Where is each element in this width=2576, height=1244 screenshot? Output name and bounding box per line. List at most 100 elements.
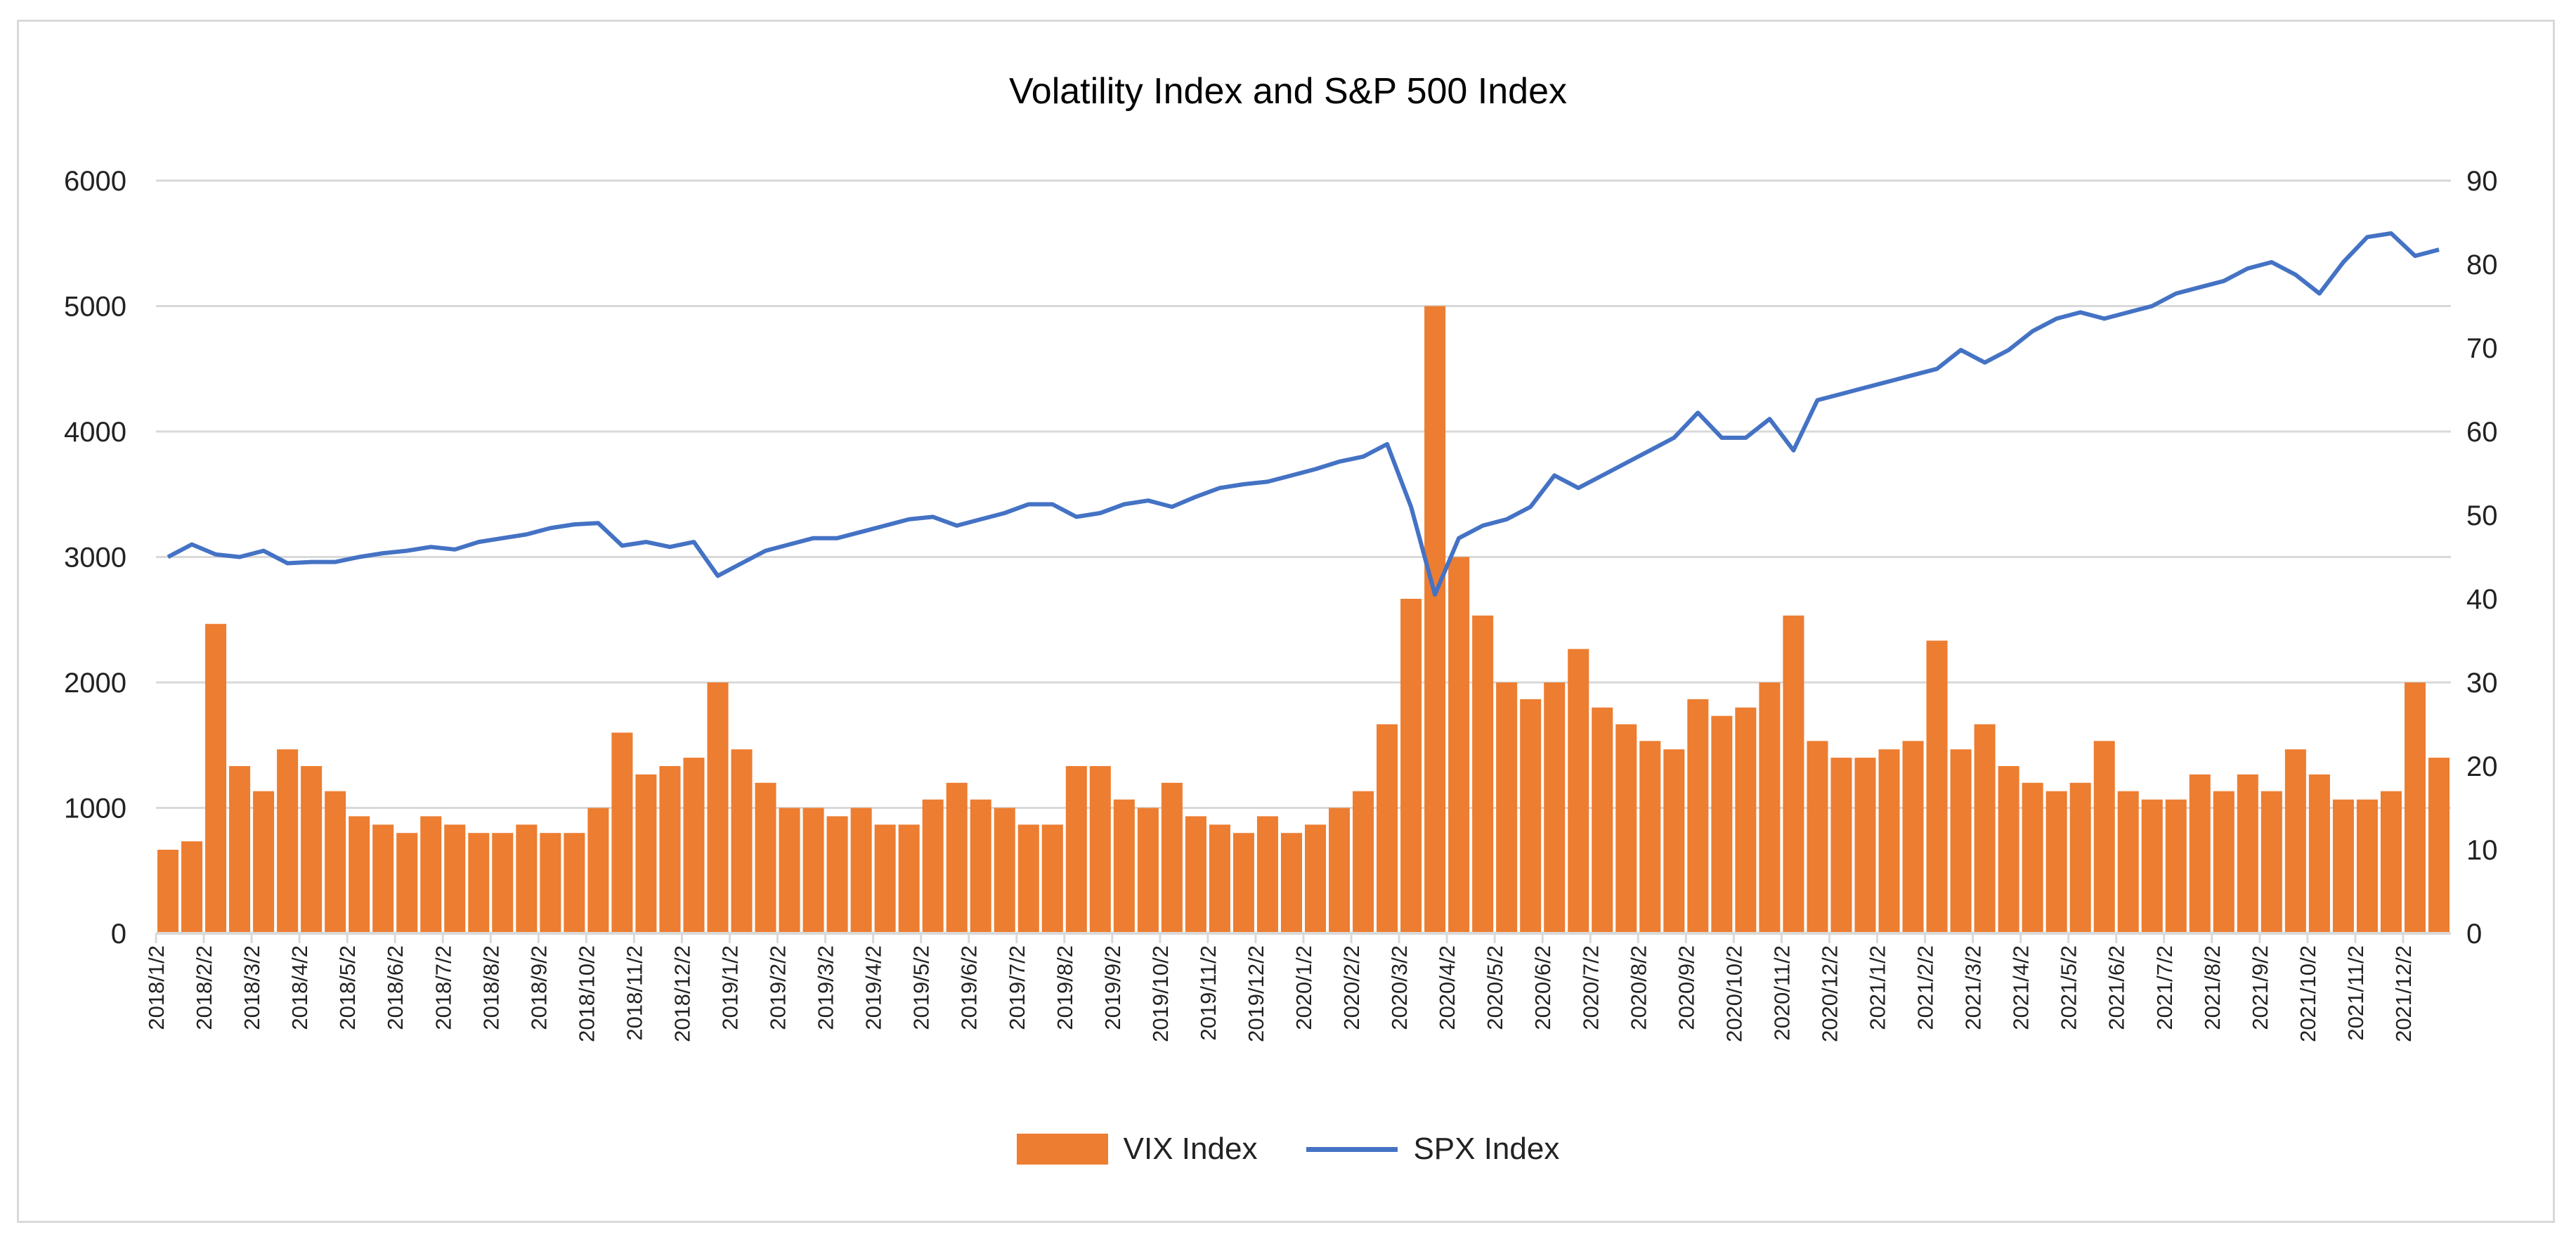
vix-bar [229,766,251,933]
right-axis-tick-label: 30 [2466,668,2498,699]
right-axis-tick-label: 0 [2466,919,2482,950]
x-axis-tick-label: 2021/7/2 [2152,945,2177,1030]
vix-bar [731,749,753,933]
left-axis-tick-label: 2000 [64,668,126,699]
vix-bar [1280,833,1302,933]
vix-bar [253,791,275,933]
x-axis-tick-label: 2018/3/2 [240,945,264,1030]
vix-bar [1185,816,1206,933]
vix-bar [635,774,657,933]
vix-bar [2308,774,2330,933]
vix-bar [2356,799,2378,933]
x-axis-tick-label: 2020/3/2 [1387,945,1412,1030]
vix-bar [1041,824,1063,933]
chart-frame [17,20,2555,1223]
vix-bar [1878,749,1900,933]
vix-bar [850,808,872,933]
x-axis-tick-label: 2019/10/2 [1148,945,1173,1042]
x-axis-tick-label: 2021/10/2 [2296,945,2320,1042]
x-axis-tick-label: 2019/8/2 [1053,945,1077,1030]
chart-title: Volatility Index and S&P 500 Index [1008,71,1568,112]
x-axis-tick-label: 2019/3/2 [814,945,838,1030]
vix-bar [659,766,681,933]
left-axis-tick-label: 5000 [64,292,126,323]
vix-bar [516,824,538,933]
vix-bar [1950,749,1972,933]
right-axis-tick-label: 90 [2466,166,2498,197]
vix-bar [1161,782,1183,933]
vix-bar [1113,799,1135,933]
vix-bar [1687,699,1709,933]
vix-bar [2165,799,2187,933]
right-axis-tick-label: 80 [2466,250,2498,280]
vix-bar [826,816,848,933]
vix-bar [922,799,944,933]
vix-bar [1448,557,1470,933]
vix-bar [707,682,729,933]
x-axis-tick-label: 2019/5/2 [909,945,934,1030]
x-axis-tick-label: 2021/4/2 [2009,945,2034,1030]
vix-bar [755,782,776,933]
vix-bar [779,808,800,933]
vix-bar [1639,741,1661,933]
x-axis-tick-label: 2021/12/2 [2391,945,2416,1042]
x-axis-tick-label: 2020/7/2 [1578,945,1603,1030]
vix-bar [1663,749,1685,933]
vix-bar [325,791,346,933]
vix-bar [277,749,299,933]
vix-bar [1089,766,1111,933]
vix-bar [1592,707,1613,933]
x-axis-tick-label: 2018/1/2 [144,945,169,1030]
vix-bar [2284,749,2306,933]
x-axis-tick-label: 2021/5/2 [2057,945,2081,1030]
x-axis-tick-label: 2018/10/2 [574,945,599,1042]
legend-swatch-spx [1306,1146,1398,1152]
vix-bar [2237,774,2258,933]
vix-bar [970,799,991,933]
vix-bar [1783,615,1804,933]
x-axis-tick-label: 2019/7/2 [1005,945,1029,1030]
left-axis-tick-label: 1000 [64,793,126,824]
vix-bar [611,732,633,933]
right-axis-tick-label: 60 [2466,417,2498,448]
vix-bar [396,833,418,933]
right-axis-tick-label: 70 [2466,333,2498,364]
right-axis-tick-label: 20 [2466,751,2498,782]
vix-bar [1902,741,1924,933]
vix-bar [1329,808,1351,933]
x-axis-tick-label: 2020/4/2 [1435,945,1459,1030]
x-axis-tick-label: 2018/5/2 [335,945,360,1030]
x-axis-tick-label: 2021/9/2 [2248,945,2272,1030]
vix-bar [1496,682,1518,933]
vix-bar [564,833,585,933]
x-axis-tick-label: 2018/2/2 [192,945,216,1030]
vix-bar [1854,758,1876,933]
x-axis-tick-label: 2018/11/2 [622,945,646,1041]
vix-bar [1830,758,1852,933]
x-axis-tick-label: 2018/7/2 [431,945,455,1030]
vix-bar [1424,306,1446,933]
x-axis-tick-label: 2021/11/2 [2343,945,2368,1041]
vix-bar [1735,707,1757,933]
vix-bar [802,808,824,933]
legend-item-spx: SPX Index [1306,1132,1559,1167]
vix-bar [2260,791,2282,933]
x-axis-tick-label: 2020/1/2 [1292,945,1316,1030]
x-axis-tick-label: 2018/8/2 [479,945,503,1030]
vix-bar [1353,791,1374,933]
vix-bar [1974,724,1996,933]
vix-bar [349,816,370,933]
vix-bar [2069,782,2091,933]
right-axis-tick-label: 50 [2466,500,2498,531]
vix-bar [874,824,896,933]
x-axis-tick-label: 2020/11/2 [1769,945,1794,1041]
vix-bar [1400,599,1422,933]
x-axis-tick-label: 2019/4/2 [861,945,886,1030]
vix-bar [1472,615,1494,933]
vix-bar [1232,833,1254,933]
vix-bar [1377,724,1398,933]
x-axis-tick-label: 2021/3/2 [1961,945,1986,1030]
x-axis-tick-label: 2021/6/2 [2105,945,2129,1030]
x-axis-tick-label: 2019/6/2 [957,945,982,1030]
right-axis-tick-label: 40 [2466,584,2498,615]
